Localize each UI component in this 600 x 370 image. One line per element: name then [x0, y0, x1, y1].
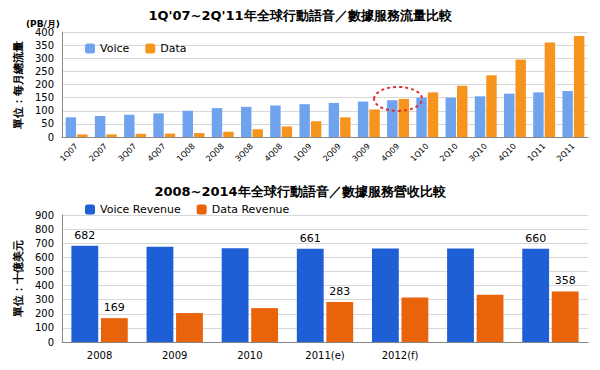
- svg-text:350: 350: [35, 40, 54, 51]
- svg-text:2012(f): 2012(f): [382, 350, 419, 361]
- svg-text:2008: 2008: [87, 350, 112, 361]
- svg-text:250: 250: [35, 66, 54, 77]
- svg-text:900: 900: [35, 210, 54, 221]
- svg-text:150: 150: [35, 92, 54, 103]
- svg-text:358: 358: [555, 274, 576, 287]
- svg-text:3Q07: 3Q07: [117, 142, 139, 164]
- svg-text:0: 0: [48, 337, 54, 348]
- svg-text:3Q08: 3Q08: [234, 142, 256, 164]
- svg-text:300: 300: [35, 294, 54, 305]
- svg-text:單位：每月總流量: 單位：每月總流量: [12, 41, 25, 130]
- svg-text:600: 600: [35, 252, 54, 263]
- svg-text:Voice: Voice: [100, 42, 130, 55]
- svg-text:4Q08: 4Q08: [263, 142, 285, 164]
- svg-text:50: 50: [41, 118, 54, 129]
- svg-text:3Q09: 3Q09: [350, 142, 372, 164]
- svg-text:200: 200: [35, 79, 54, 90]
- svg-text:2Q09: 2Q09: [321, 142, 343, 164]
- svg-text:Data Revenue: Data Revenue: [212, 203, 290, 216]
- svg-text:4Q10: 4Q10: [497, 142, 519, 164]
- svg-text:100: 100: [35, 105, 54, 116]
- svg-text:(PB/月): (PB/月): [26, 18, 60, 29]
- svg-text:Data: Data: [160, 42, 186, 55]
- svg-text:2Q08: 2Q08: [204, 142, 226, 164]
- svg-text:2011(e): 2011(e): [305, 350, 345, 361]
- svg-text:4Q09: 4Q09: [380, 142, 402, 164]
- svg-text:100: 100: [35, 322, 54, 333]
- svg-text:400: 400: [35, 280, 54, 291]
- svg-text:1Q08: 1Q08: [175, 142, 197, 164]
- svg-text:1Q11: 1Q11: [526, 142, 548, 164]
- svg-text:Voice Revenue: Voice Revenue: [100, 203, 181, 216]
- svg-text:3Q10: 3Q10: [467, 142, 489, 164]
- svg-text:200: 200: [35, 308, 54, 319]
- svg-text:2010: 2010: [237, 350, 262, 361]
- svg-text:661: 661: [300, 232, 321, 245]
- svg-text:2Q07: 2Q07: [87, 142, 109, 164]
- svg-text:0: 0: [48, 132, 54, 143]
- svg-text:682: 682: [74, 229, 95, 242]
- svg-text:2009: 2009: [162, 350, 187, 361]
- svg-text:700: 700: [35, 238, 54, 249]
- svg-text:169: 169: [104, 301, 125, 314]
- svg-text:單位：十億美元: 單位：十億美元: [12, 240, 25, 318]
- svg-text:660: 660: [525, 232, 546, 245]
- svg-text:2Q10: 2Q10: [438, 142, 460, 164]
- svg-text:4Q07: 4Q07: [146, 142, 168, 164]
- svg-text:400: 400: [35, 27, 54, 38]
- svg-text:1Q'07~2Q'11年全球行動語音／數據服務流量比較: 1Q'07~2Q'11年全球行動語音／數據服務流量比較: [148, 8, 452, 23]
- svg-text:500: 500: [35, 266, 54, 277]
- svg-text:2008~2014年全球行動語音／數據服務營收比較: 2008~2014年全球行動語音／數據服務營收比較: [154, 184, 446, 199]
- svg-text:283: 283: [329, 285, 350, 298]
- svg-text:800: 800: [35, 224, 54, 235]
- svg-text:1Q09: 1Q09: [292, 142, 314, 164]
- svg-text:1Q07: 1Q07: [58, 142, 80, 164]
- svg-text:1Q10: 1Q10: [409, 142, 431, 164]
- svg-text:2Q11: 2Q11: [555, 142, 577, 164]
- svg-text:300: 300: [35, 53, 54, 64]
